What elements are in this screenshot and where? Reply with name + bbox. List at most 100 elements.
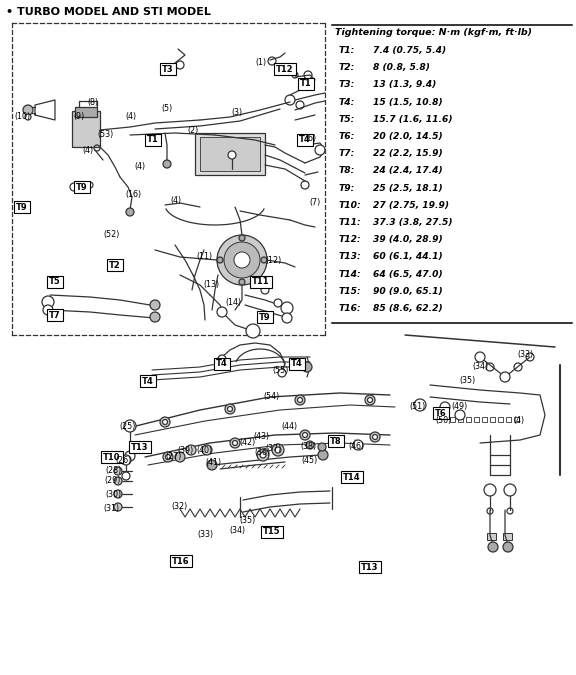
Bar: [498, 417, 503, 422]
Text: T5:: T5:: [339, 115, 355, 124]
Text: T7:: T7:: [339, 149, 355, 158]
Text: T15: T15: [263, 527, 281, 537]
Text: 85 (8.6, 62.2): 85 (8.6, 62.2): [373, 304, 442, 313]
Text: (8): (8): [88, 97, 98, 107]
Text: 60 (6.1, 44.1): 60 (6.1, 44.1): [373, 252, 442, 261]
Text: 24 (2.4, 17.4): 24 (2.4, 17.4): [373, 167, 442, 176]
Circle shape: [202, 445, 212, 455]
Text: T4: T4: [216, 360, 228, 369]
Circle shape: [503, 542, 513, 552]
Text: (3): (3): [232, 107, 242, 117]
Text: T7: T7: [49, 310, 61, 319]
Text: T13: T13: [131, 443, 149, 452]
Circle shape: [163, 452, 173, 462]
Bar: [200, 137, 260, 171]
Circle shape: [315, 145, 325, 155]
Bar: [450, 417, 455, 422]
Circle shape: [295, 395, 305, 405]
Text: 22 (2.2, 15.9): 22 (2.2, 15.9): [373, 149, 442, 158]
Circle shape: [233, 441, 237, 446]
Circle shape: [278, 369, 286, 377]
Text: (2): (2): [187, 126, 199, 134]
Bar: [458, 417, 463, 422]
Circle shape: [302, 433, 308, 437]
Circle shape: [217, 257, 223, 263]
Text: 8 (0.8, 5.8): 8 (0.8, 5.8): [373, 63, 430, 72]
Text: T16: T16: [172, 556, 190, 566]
Text: (1): (1): [255, 57, 267, 67]
Text: T13:: T13:: [339, 252, 362, 261]
Text: T12:: T12:: [339, 235, 362, 244]
Circle shape: [121, 455, 131, 465]
Text: T9: T9: [16, 202, 28, 211]
Text: T14: T14: [343, 472, 361, 481]
Text: (11): (11): [196, 252, 212, 261]
Text: (12): (12): [266, 256, 282, 265]
Text: T13: T13: [361, 562, 379, 572]
Circle shape: [114, 503, 122, 511]
Circle shape: [234, 252, 250, 268]
Bar: [506, 417, 511, 422]
Text: (45): (45): [301, 456, 317, 464]
Text: 15 (1.5, 10.8): 15 (1.5, 10.8): [373, 98, 442, 107]
Circle shape: [302, 362, 312, 372]
Circle shape: [218, 355, 226, 363]
Text: (30): (30): [105, 489, 121, 499]
Bar: [503, 533, 512, 540]
Circle shape: [228, 406, 233, 412]
Circle shape: [484, 484, 496, 496]
Circle shape: [23, 105, 33, 115]
Text: T1: T1: [147, 136, 159, 144]
Text: (53): (53): [98, 130, 114, 140]
Bar: [514, 417, 519, 422]
Text: T14:: T14:: [339, 269, 362, 279]
Text: (14): (14): [225, 298, 241, 306]
Text: (31): (31): [103, 504, 119, 512]
Text: T9: T9: [76, 182, 88, 192]
Text: (46): (46): [348, 441, 364, 450]
Text: (34): (34): [229, 526, 245, 535]
Circle shape: [274, 299, 282, 307]
Circle shape: [281, 302, 293, 314]
Circle shape: [217, 235, 267, 285]
Circle shape: [365, 395, 375, 405]
Text: 39 (4.0, 28.9): 39 (4.0, 28.9): [373, 235, 442, 244]
Text: T2:: T2:: [339, 63, 355, 72]
Circle shape: [306, 441, 314, 449]
Text: (29): (29): [105, 477, 121, 485]
Circle shape: [114, 490, 122, 498]
Text: T1: T1: [300, 80, 312, 88]
Text: (54): (54): [263, 392, 279, 402]
Text: (33): (33): [517, 350, 533, 360]
Circle shape: [224, 242, 260, 278]
Circle shape: [175, 452, 185, 462]
Text: T9: T9: [259, 313, 271, 321]
Text: (16): (16): [125, 190, 141, 200]
Circle shape: [239, 279, 245, 285]
Text: (38): (38): [300, 441, 316, 450]
Text: 7.4 (0.75, 5.4): 7.4 (0.75, 5.4): [373, 46, 446, 55]
Text: T1:: T1:: [339, 46, 355, 55]
Text: (4): (4): [134, 163, 146, 171]
Text: (35): (35): [460, 375, 476, 385]
Circle shape: [162, 419, 168, 425]
Circle shape: [42, 296, 54, 308]
Text: (26): (26): [115, 456, 131, 464]
Text: T11: T11: [252, 277, 270, 286]
Text: T8: T8: [330, 437, 342, 446]
Text: (33): (33): [197, 531, 213, 539]
Text: (9): (9): [73, 113, 85, 122]
Text: 15.7 (1.6, 11.6): 15.7 (1.6, 11.6): [373, 115, 453, 124]
Circle shape: [114, 477, 122, 485]
Circle shape: [504, 484, 516, 496]
Circle shape: [300, 430, 310, 440]
Text: T5: T5: [49, 277, 61, 286]
Circle shape: [261, 286, 269, 294]
Circle shape: [261, 257, 267, 263]
Text: T4: T4: [142, 377, 154, 385]
Text: T4: T4: [299, 136, 311, 144]
Bar: [195, 133, 265, 175]
Text: (49): (49): [451, 402, 467, 410]
Text: (4): (4): [170, 196, 181, 205]
Text: T9:: T9:: [339, 184, 355, 192]
